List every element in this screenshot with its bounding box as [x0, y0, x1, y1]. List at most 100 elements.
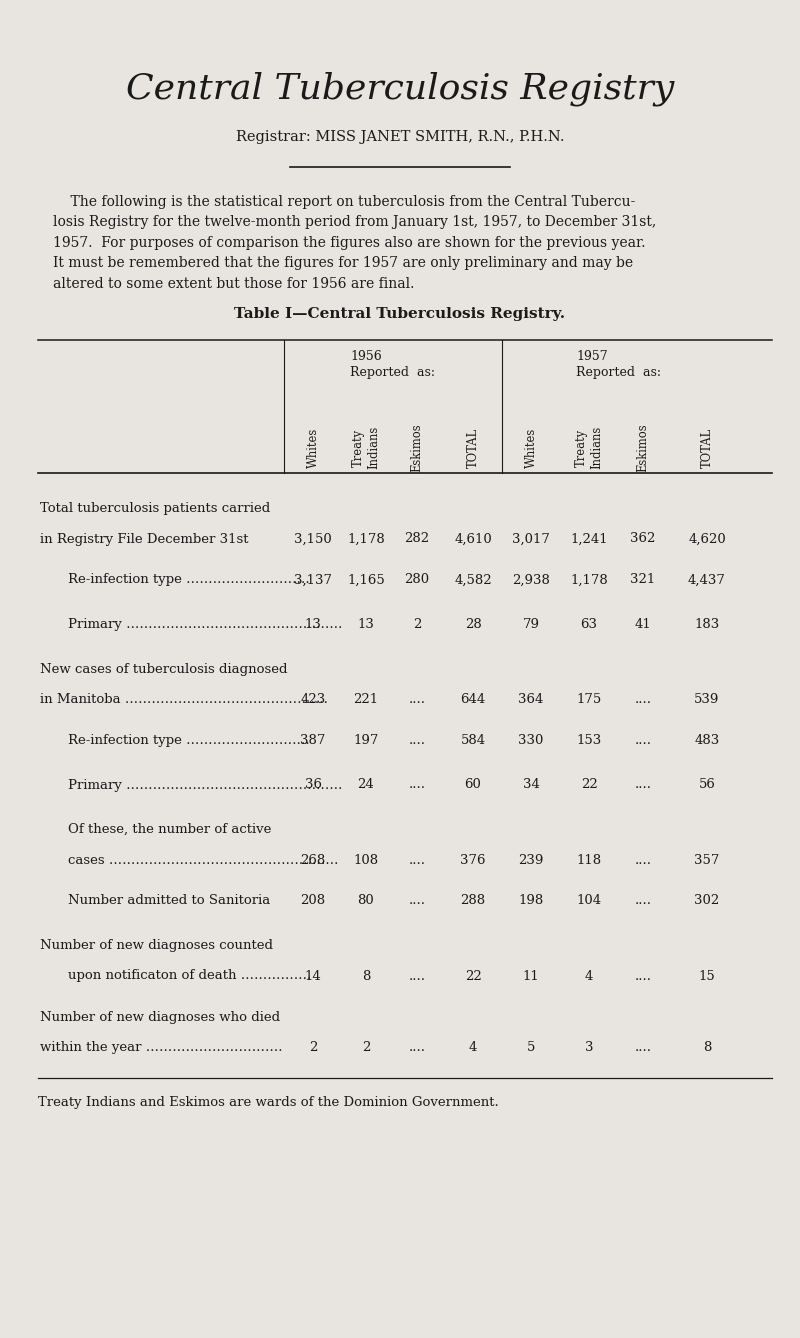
Text: ....: .... [634, 854, 651, 867]
Text: 4,620: 4,620 [688, 533, 726, 546]
Text: Re-infection type ……………………….: Re-infection type ………………………. [68, 574, 310, 586]
Text: cases …………………………………………….: cases ……………………………………………. [68, 854, 338, 867]
Text: 63: 63 [581, 618, 598, 632]
Text: within the year ………………………….: within the year …………………………. [40, 1041, 282, 1054]
Text: 198: 198 [518, 895, 544, 907]
Text: 14: 14 [305, 970, 322, 982]
Text: 1956
Reported  as:: 1956 Reported as: [350, 351, 435, 379]
Text: Number of new diagnoses who died: Number of new diagnoses who died [40, 1010, 280, 1024]
Text: in Registry File December 31st: in Registry File December 31st [40, 533, 249, 546]
Text: 644: 644 [460, 693, 486, 706]
Text: 60: 60 [465, 779, 482, 792]
Text: 36: 36 [305, 779, 322, 792]
Text: ....: .... [409, 779, 426, 792]
Text: 387: 387 [300, 735, 326, 747]
Text: Whites: Whites [306, 427, 319, 467]
Text: Table I—Central Tuberculosis Registry.: Table I—Central Tuberculosis Registry. [234, 306, 566, 321]
Text: 22: 22 [465, 970, 482, 982]
Text: 22: 22 [581, 779, 598, 792]
Text: 3,150: 3,150 [294, 533, 332, 546]
Text: 539: 539 [694, 693, 720, 706]
Text: 282: 282 [405, 533, 430, 546]
Text: 1,241: 1,241 [570, 533, 608, 546]
Text: upon notificaton of death …………….: upon notificaton of death ……………. [68, 970, 311, 982]
Text: 1,178: 1,178 [570, 574, 608, 586]
Text: 288: 288 [461, 895, 486, 907]
Text: ....: .... [409, 895, 426, 907]
Text: Treaty
Indians: Treaty Indians [575, 425, 603, 470]
Text: 118: 118 [577, 854, 602, 867]
Text: 208: 208 [301, 895, 326, 907]
Text: 28: 28 [465, 618, 482, 632]
Text: Whites: Whites [525, 427, 538, 467]
Text: 584: 584 [461, 735, 486, 747]
Text: The following is the statistical report on tuberculosis from the Central Tubercu: The following is the statistical report … [53, 195, 656, 290]
Text: 2,938: 2,938 [512, 574, 550, 586]
Text: 11: 11 [522, 970, 539, 982]
Text: ....: .... [634, 970, 651, 982]
Text: 80: 80 [358, 895, 374, 907]
Text: ....: .... [634, 693, 651, 706]
Text: ....: .... [634, 779, 651, 792]
Text: 8: 8 [703, 1041, 711, 1054]
Text: 321: 321 [630, 574, 656, 586]
Text: 4,437: 4,437 [688, 574, 726, 586]
Text: 2: 2 [309, 1041, 317, 1054]
Text: 56: 56 [698, 779, 715, 792]
Text: 153: 153 [576, 735, 602, 747]
Text: 24: 24 [358, 779, 374, 792]
Text: Primary ………………………………………….: Primary …………………………………………. [68, 779, 342, 792]
Text: 4,610: 4,610 [454, 533, 492, 546]
Text: 15: 15 [698, 970, 715, 982]
Text: 2: 2 [362, 1041, 370, 1054]
Text: 423: 423 [300, 693, 326, 706]
Text: 3,017: 3,017 [512, 533, 550, 546]
Text: 376: 376 [460, 854, 486, 867]
Text: Primary ………………………………………….: Primary …………………………………………. [68, 618, 342, 632]
Text: ....: .... [409, 735, 426, 747]
Text: Central Tuberculosis Registry: Central Tuberculosis Registry [126, 72, 674, 107]
Text: 104: 104 [577, 895, 602, 907]
Text: 4: 4 [469, 1041, 477, 1054]
Text: 108: 108 [354, 854, 378, 867]
Text: Treaty
Indians: Treaty Indians [352, 425, 380, 470]
Text: 239: 239 [518, 854, 544, 867]
Text: 1957
Reported  as:: 1957 Reported as: [577, 351, 662, 379]
Text: 4: 4 [585, 970, 593, 982]
Text: TOTAL: TOTAL [466, 427, 479, 467]
Text: Treaty Indians and Eskimos are wards of the Dominion Government.: Treaty Indians and Eskimos are wards of … [38, 1096, 498, 1109]
Text: 79: 79 [522, 618, 539, 632]
Text: Number of new diagnoses counted: Number of new diagnoses counted [40, 939, 273, 953]
Text: ....: .... [409, 970, 426, 982]
Text: 1,165: 1,165 [347, 574, 385, 586]
Text: ....: .... [409, 1041, 426, 1054]
Text: 5: 5 [527, 1041, 535, 1054]
Text: ....: .... [634, 735, 651, 747]
Text: 1,178: 1,178 [347, 533, 385, 546]
Text: 280: 280 [405, 574, 430, 586]
Text: 3: 3 [585, 1041, 594, 1054]
Text: Eskimos: Eskimos [637, 423, 650, 472]
Text: 362: 362 [630, 533, 656, 546]
Text: 330: 330 [518, 735, 544, 747]
Text: Of these, the number of active: Of these, the number of active [68, 823, 271, 836]
Text: ....: .... [409, 693, 426, 706]
Text: 41: 41 [634, 618, 651, 632]
Text: ....: .... [409, 854, 426, 867]
Text: 8: 8 [362, 970, 370, 982]
Text: 34: 34 [522, 779, 539, 792]
Text: TOTAL: TOTAL [701, 427, 714, 467]
Text: 364: 364 [518, 693, 544, 706]
Text: 221: 221 [354, 693, 378, 706]
Text: 3,137: 3,137 [294, 574, 332, 586]
Text: 302: 302 [694, 895, 720, 907]
Text: in Manitoba ……………………………………….: in Manitoba ………………………………………. [40, 693, 328, 706]
Text: 268: 268 [300, 854, 326, 867]
Text: ....: .... [634, 895, 651, 907]
Text: 13: 13 [358, 618, 374, 632]
Text: 2: 2 [413, 618, 421, 632]
Text: 197: 197 [354, 735, 378, 747]
Text: 175: 175 [576, 693, 602, 706]
Text: ....: .... [634, 1041, 651, 1054]
Text: Total tuberculosis patients carried: Total tuberculosis patients carried [40, 502, 270, 515]
